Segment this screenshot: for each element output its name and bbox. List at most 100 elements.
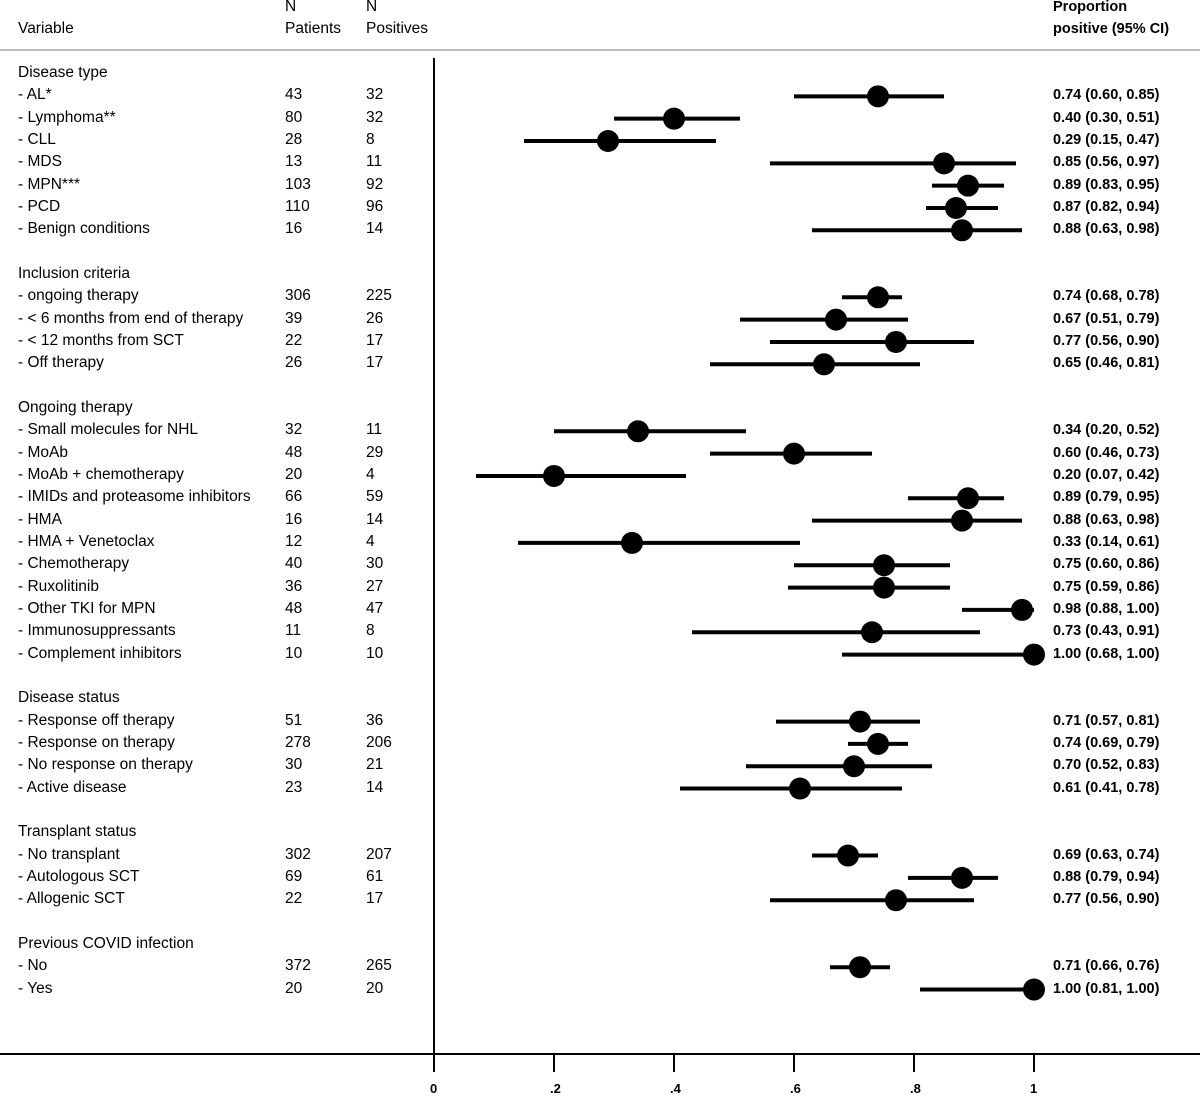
- row-n-patients: 10: [285, 644, 303, 662]
- row-estimate-text: 0.33 (0.14, 0.61): [1053, 533, 1160, 550]
- row-label: - No: [18, 957, 48, 975]
- estimate-marker: [885, 330, 907, 353]
- row-n-positives: 14: [366, 778, 384, 796]
- row-n-positives: 30: [366, 555, 384, 573]
- row-n-patients: 36: [285, 577, 303, 595]
- estimate-marker: [849, 710, 871, 733]
- row-n-positives: 14: [366, 220, 384, 238]
- row-n-patients: 40: [285, 555, 303, 573]
- row-n-patients: 22: [285, 331, 303, 349]
- row-estimate-text: 0.77 (0.56, 0.90): [1053, 332, 1160, 349]
- estimate-marker: [951, 219, 973, 242]
- row-estimate-text: 0.73 (0.43, 0.91): [1053, 623, 1160, 640]
- row-estimate-text: 0.85 (0.56, 0.97): [1053, 154, 1160, 171]
- row-n-patients: 69: [285, 867, 303, 885]
- row-label: - PCD: [18, 197, 61, 215]
- estimate-marker: [597, 129, 619, 152]
- row-n-positives: 207: [366, 845, 392, 863]
- estimate-marker: [1023, 978, 1045, 1001]
- row-n-patients: 306: [285, 287, 311, 305]
- row-n-patients: 80: [285, 108, 303, 126]
- row-label: - Yes: [18, 979, 53, 997]
- row-label: - MoAb: [18, 443, 68, 461]
- row-n-positives: 17: [366, 890, 384, 908]
- estimate-marker: [813, 353, 835, 376]
- row-estimate-text: 1.00 (0.68, 1.00): [1053, 645, 1160, 662]
- row-estimate-text: 0.61 (0.41, 0.78): [1053, 779, 1160, 796]
- estimate-marker: [957, 487, 979, 510]
- estimate-marker: [543, 464, 565, 487]
- row-estimate-text: 0.89 (0.79, 0.95): [1053, 489, 1160, 506]
- row-n-positives: 96: [366, 197, 384, 215]
- row-label: - Response on therapy: [18, 733, 175, 751]
- estimate-marker: [837, 844, 859, 867]
- row-estimate-text: 0.65 (0.46, 0.81): [1053, 355, 1160, 372]
- row-label: - No response on therapy: [18, 756, 193, 774]
- estimate-marker: [867, 732, 889, 755]
- row-label: - Lymphoma**: [18, 108, 116, 126]
- row-n-positives: 8: [366, 622, 375, 640]
- row-label: - < 12 months from SCT: [18, 331, 184, 349]
- row-n-patients: 372: [285, 957, 311, 975]
- row-n-patients: 16: [285, 220, 303, 238]
- row-label: - AL*: [18, 86, 52, 104]
- row-estimate-text: 0.29 (0.15, 0.47): [1053, 131, 1160, 148]
- row-n-positives: 17: [366, 331, 384, 349]
- row-n-positives: 14: [366, 510, 384, 528]
- row-label: - Immunosuppressants: [18, 622, 176, 640]
- row-label: - Off therapy: [18, 354, 104, 372]
- header-estimate-line1: Proportion: [1053, 0, 1128, 15]
- row-n-patients: 302: [285, 845, 311, 863]
- row-label: - < 6 months from end of therapy: [18, 309, 244, 327]
- row-n-positives: 47: [366, 599, 384, 617]
- row-n-positives: 206: [366, 733, 392, 751]
- header-n-patients-line1: N: [285, 0, 297, 15]
- estimate-marker: [1023, 643, 1045, 666]
- row-label: - Other TKI for MPN: [18, 599, 156, 617]
- row-n-positives: 27: [366, 577, 384, 595]
- row-estimate-text: 0.88 (0.79, 0.94): [1053, 868, 1160, 885]
- row-n-positives: 29: [366, 443, 384, 461]
- header-n-patients-line2: Patients: [285, 20, 342, 37]
- row-n-positives: 10: [366, 644, 384, 662]
- row-label: - HMA + Venetoclax: [18, 532, 155, 550]
- row-estimate-text: 0.70 (0.52, 0.83): [1053, 757, 1160, 774]
- row-label: - Autologous SCT: [18, 867, 140, 885]
- row-n-patients: 16: [285, 510, 303, 528]
- row-label: - Allogenic SCT: [18, 890, 125, 908]
- row-label: - IMIDs and proteasome inhibitors: [18, 488, 251, 506]
- estimate-marker: [783, 442, 805, 465]
- row-label: - Active disease: [18, 778, 127, 796]
- estimate-marker: [951, 866, 973, 889]
- estimate-marker: [621, 531, 643, 554]
- row-n-patients: 11: [285, 622, 302, 640]
- estimate-marker: [873, 554, 895, 577]
- row-label: - Chemotherapy: [18, 555, 130, 573]
- group-title: Disease type: [18, 64, 108, 81]
- estimate-marker: [885, 889, 907, 912]
- row-n-positives: 225: [366, 287, 392, 305]
- group-title: Previous COVID infection: [18, 934, 194, 952]
- row-estimate-text: 0.67 (0.51, 0.79): [1053, 310, 1160, 327]
- row-label: - Complement inhibitors: [18, 644, 182, 662]
- estimate-marker: [825, 308, 847, 331]
- row-estimate-text: 0.69 (0.63, 0.74): [1053, 846, 1160, 863]
- estimate-marker: [957, 174, 979, 197]
- row-n-patients: 66: [285, 488, 303, 506]
- row-n-positives: 59: [366, 488, 384, 506]
- row-estimate-text: 0.88 (0.63, 0.98): [1053, 221, 1160, 238]
- x-tick-label: .2: [550, 1081, 561, 1096]
- group-title: Disease status: [18, 689, 120, 707]
- group-title: Ongoing therapy: [18, 398, 133, 416]
- x-tick-label: .6: [790, 1081, 801, 1096]
- row-n-positives: 20: [366, 979, 384, 997]
- row-n-positives: 32: [366, 86, 384, 104]
- row-n-patients: 12: [285, 532, 303, 550]
- x-tick-label: 0: [430, 1081, 438, 1096]
- row-n-positives: 26: [366, 309, 384, 327]
- row-label: - Response off therapy: [18, 711, 175, 729]
- row-n-patients: 48: [285, 443, 303, 461]
- row-n-patients: 20: [285, 465, 303, 483]
- estimate-marker: [867, 85, 889, 108]
- row-n-positives: 36: [366, 711, 384, 729]
